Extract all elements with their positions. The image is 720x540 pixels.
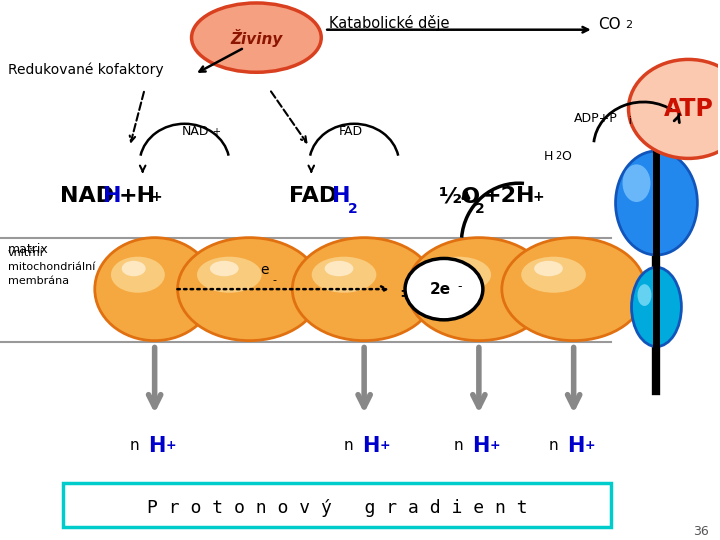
Text: FAD: FAD	[339, 125, 364, 138]
Text: H: H	[362, 436, 379, 456]
Text: n: n	[454, 438, 469, 453]
Ellipse shape	[502, 238, 646, 341]
Ellipse shape	[405, 259, 483, 320]
Text: Živiny: Živiny	[230, 29, 282, 46]
Text: ADP+P: ADP+P	[574, 112, 618, 125]
Text: i: i	[629, 116, 631, 126]
Text: 36: 36	[693, 525, 708, 538]
Ellipse shape	[407, 238, 551, 341]
Ellipse shape	[616, 151, 698, 255]
Text: ATP: ATP	[663, 97, 714, 121]
Ellipse shape	[623, 164, 650, 202]
Ellipse shape	[111, 256, 165, 293]
Text: +: +	[212, 127, 220, 137]
Ellipse shape	[637, 284, 652, 306]
Text: H: H	[472, 436, 490, 456]
Text: 2: 2	[556, 151, 562, 161]
Text: ½O: ½O	[439, 186, 481, 206]
Text: +: +	[585, 438, 595, 451]
Ellipse shape	[534, 261, 563, 276]
Text: Katabolické děje: Katabolické děje	[329, 15, 450, 31]
Ellipse shape	[210, 261, 238, 276]
Text: 2e: 2e	[429, 282, 451, 296]
Text: 2: 2	[626, 19, 633, 30]
Ellipse shape	[439, 261, 468, 276]
FancyBboxPatch shape	[63, 483, 611, 527]
Text: +H: +H	[119, 186, 156, 206]
Ellipse shape	[629, 59, 720, 158]
Text: +: +	[150, 190, 162, 204]
Text: matrix: matrix	[8, 242, 49, 255]
Ellipse shape	[521, 256, 586, 293]
Text: n: n	[130, 438, 144, 453]
Text: n: n	[549, 438, 563, 453]
Text: -: -	[272, 275, 276, 285]
Text: Redukované kofaktory: Redukované kofaktory	[8, 63, 163, 77]
Text: +: +	[166, 438, 176, 451]
Text: H: H	[567, 436, 584, 456]
Ellipse shape	[631, 267, 681, 347]
Text: CO: CO	[598, 17, 621, 32]
Ellipse shape	[426, 256, 491, 293]
Ellipse shape	[95, 238, 215, 341]
Text: H: H	[332, 186, 351, 206]
Text: +: +	[490, 438, 500, 451]
Text: 2: 2	[348, 202, 358, 216]
Ellipse shape	[192, 3, 321, 72]
Text: vnitřní
mitochondriální
membrána: vnitřní mitochondriální membrána	[8, 248, 95, 286]
Ellipse shape	[292, 238, 436, 341]
Text: -: -	[457, 280, 462, 293]
Ellipse shape	[197, 256, 261, 293]
Ellipse shape	[178, 238, 321, 341]
Text: NAD: NAD	[60, 186, 114, 206]
Text: H: H	[148, 436, 165, 456]
Text: P r o t o n o v ý   g r a d i e n t: P r o t o n o v ý g r a d i e n t	[147, 499, 528, 517]
Text: 2: 2	[475, 202, 485, 216]
Ellipse shape	[325, 261, 354, 276]
Text: NAD: NAD	[181, 125, 209, 138]
Text: e: e	[260, 264, 269, 277]
Text: H: H	[103, 186, 121, 206]
Text: O: O	[562, 150, 572, 163]
Ellipse shape	[312, 256, 377, 293]
Text: n: n	[344, 438, 359, 453]
Text: +2H: +2H	[483, 186, 536, 206]
Text: H: H	[544, 150, 553, 163]
Text: FAD: FAD	[289, 186, 338, 206]
Ellipse shape	[122, 261, 145, 276]
Text: ⇒: ⇒	[399, 280, 425, 308]
Text: +: +	[533, 190, 544, 204]
Text: +: +	[380, 438, 391, 451]
